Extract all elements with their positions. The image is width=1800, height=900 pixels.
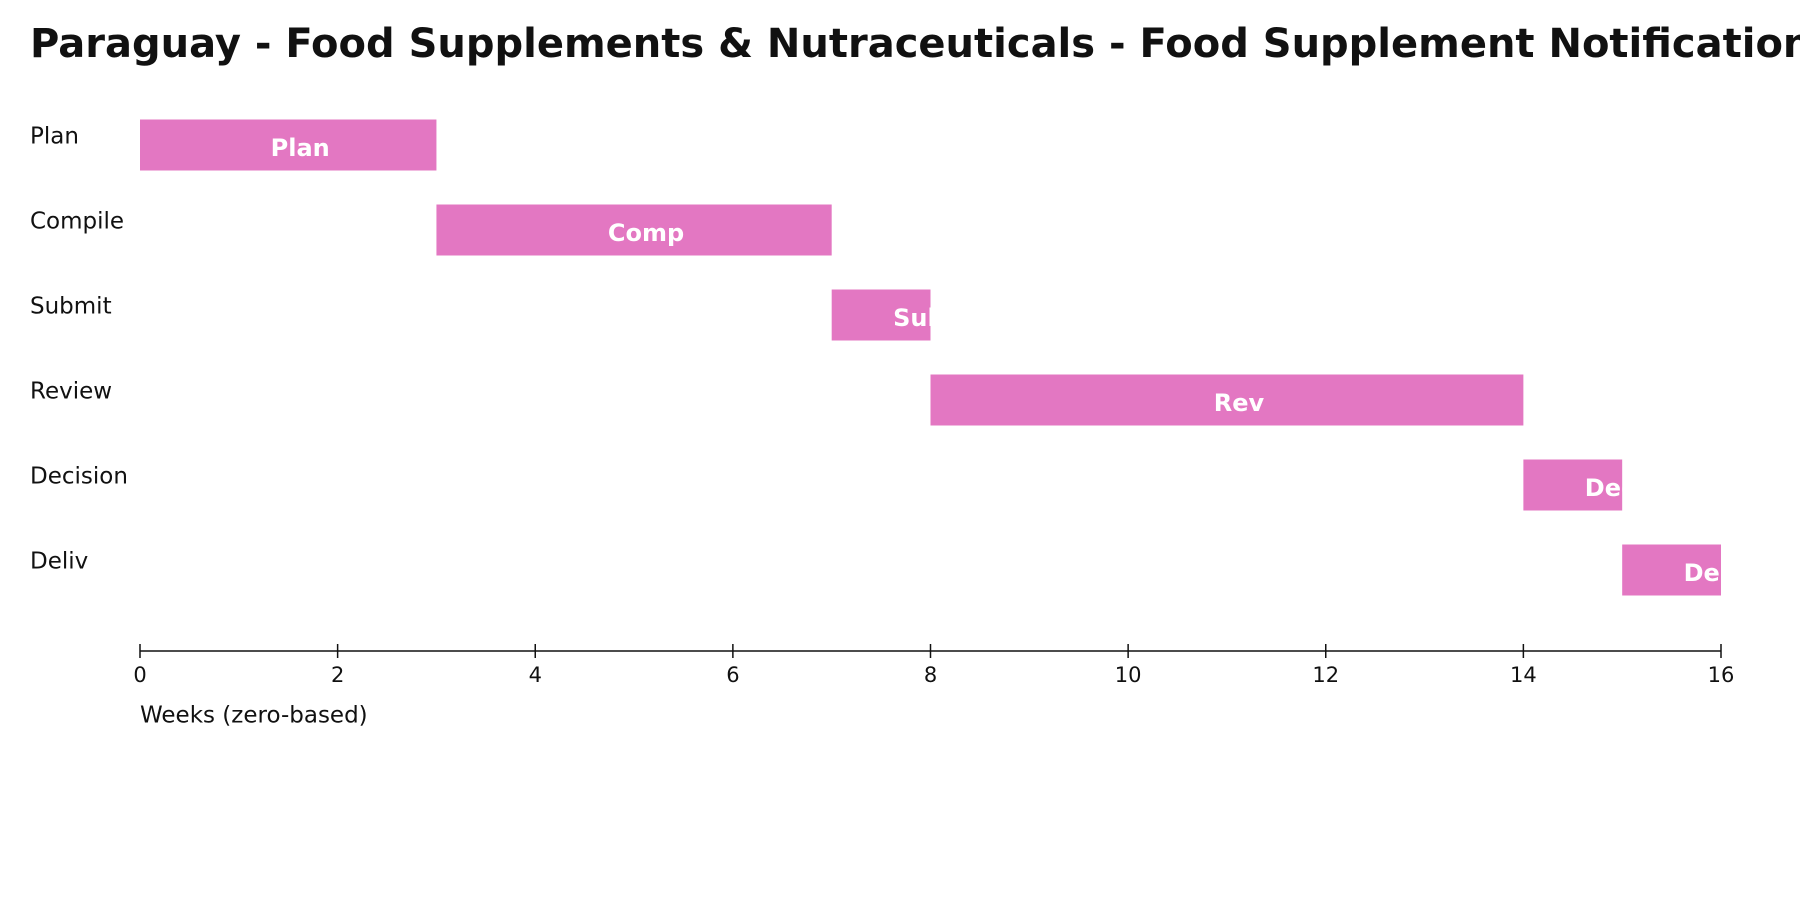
bar: [436, 204, 832, 256]
bar-label: Dec: [1585, 474, 1635, 502]
x-tick-label: 6: [726, 663, 739, 687]
bar-label: Plan: [271, 134, 330, 162]
x-tick-label: 16: [1708, 663, 1735, 687]
bar: [140, 119, 437, 171]
x-tick-label: 2: [331, 663, 344, 687]
task-label: Decision: [30, 464, 128, 490]
task-label: Compile: [30, 209, 124, 235]
x-tick-label: 14: [1510, 663, 1537, 687]
task-label: Review: [30, 379, 112, 405]
bar-label: Subm: [893, 304, 970, 332]
bar-label: Rev: [1214, 389, 1265, 417]
bar-label: Deliv: [1684, 559, 1753, 587]
x-tick-label: 0: [133, 663, 146, 687]
chart-title: Paraguay - Food Supplements & Nutraceuti…: [30, 21, 1800, 67]
x-axis-title: Weeks (zero-based): [140, 703, 368, 729]
task-label: Submit: [30, 294, 112, 320]
x-tick-label: 10: [1115, 663, 1142, 687]
bar: [831, 289, 931, 341]
bar: [1622, 544, 1721, 596]
x-tick-label: 8: [924, 663, 937, 687]
x-tick-label: 4: [529, 663, 542, 687]
bar-label: Comp: [608, 219, 684, 247]
bar: [1523, 459, 1623, 511]
task-label: Deliv: [30, 549, 88, 575]
task-label: Plan: [30, 124, 79, 150]
bar: [930, 374, 1524, 426]
x-tick-label: 12: [1312, 663, 1339, 687]
